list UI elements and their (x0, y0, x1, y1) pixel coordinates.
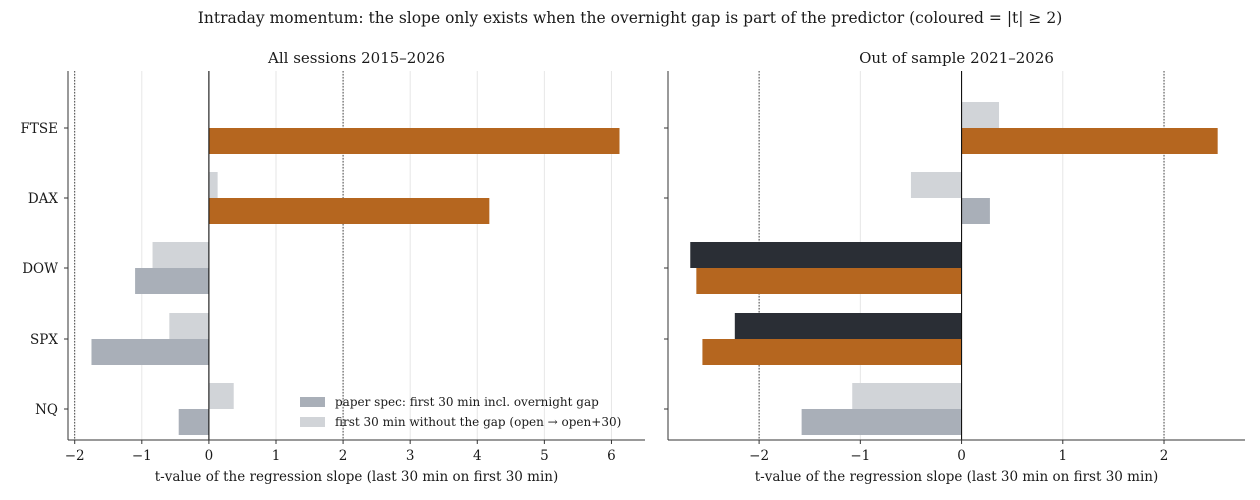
legend-label-0: paper spec: first 30 min incl. overnight… (335, 395, 599, 409)
panel0-xtick-label: 4 (473, 448, 482, 464)
panel0-bar-nq-without-gap (208, 383, 234, 409)
panel1-title: Out of sample 2021–2026 (859, 49, 1054, 67)
panel1-xtick-label: −1 (850, 448, 870, 464)
panel0-xtick-label: −1 (132, 448, 152, 464)
panel0-bar-spx-without-gap (169, 313, 209, 339)
legend-swatch-0 (300, 397, 325, 407)
panel0-bar-dow-without-gap (152, 242, 209, 268)
panel1-bar-nq-paper-spec (801, 409, 962, 435)
panel0-ytick-label-nq: NQ (35, 402, 58, 418)
panel0-xtick-label: 2 (339, 448, 348, 464)
panel0-xtick-label: 3 (406, 448, 415, 464)
panel0-xtick-label: 6 (607, 448, 616, 464)
panel1-xtick-label: 0 (957, 448, 966, 464)
panel1-xtick-label: −2 (749, 448, 769, 464)
panel-all-sessions: FTSE DAX DOW SPX NQ −2 −1 0 1 2 3 4 5 6 All sessions 2… (21, 49, 645, 485)
panel0-xtick-label: −2 (65, 448, 85, 464)
panel0-title: All sessions 2015–2026 (267, 49, 445, 67)
panel1-bar-dax-paper-spec (961, 198, 990, 224)
panel0-ytick-label-spx: SPX (30, 332, 58, 348)
panel1-bar-nq-without-gap (852, 383, 962, 409)
panel0-bar-dax-without-gap (208, 172, 218, 198)
panel0-bar-ftse-paper-spec (208, 128, 620, 154)
panel1-xtick-label: 1 (1058, 448, 1067, 464)
figure-title: Intraday momentum: the slope only exists… (198, 9, 1063, 27)
panel1-xlabel: t-value of the regression slope (last 30… (755, 469, 1159, 485)
panel0-xlabel: t-value of the regression slope (last 30… (155, 469, 559, 485)
panel1-xtick-label: 2 (1160, 448, 1169, 464)
panel0-xtick-label: 0 (205, 448, 214, 464)
legend-label-1: first 30 min without the gap (open → ope… (335, 415, 621, 429)
panel1-bar-ftse-paper-spec (961, 128, 1218, 154)
panel1-bar-spx-without-gap (734, 313, 962, 339)
panel0-ytick-label-dow: DOW (22, 261, 58, 277)
panel0-xtick-label: 5 (540, 448, 549, 464)
panel0-ytick-label-ftse: FTSE (21, 121, 58, 137)
panel0-bar-nq-paper-spec (178, 409, 209, 435)
panel0-xtick-label: 1 (272, 448, 281, 464)
panel0-bar-dax-paper-spec (208, 198, 490, 224)
panel0-ytick-label-dax: DAX (28, 191, 59, 207)
panel1-bar-dax-without-gap (910, 172, 962, 198)
panel1-bar-dow-paper-spec (696, 268, 962, 294)
legend: paper spec: first 30 min incl. overnight… (300, 395, 621, 429)
panel1-bar-dow-without-gap (690, 242, 962, 268)
panel1-bar-spx-paper-spec (702, 339, 962, 365)
panel0-bar-spx-paper-spec (91, 339, 209, 365)
legend-swatch-1 (300, 417, 325, 427)
panel1-bar-ftse-without-gap (961, 102, 1000, 128)
panel-out-of-sample: −2 −1 0 1 2 Out of sample 2021–2026 t-value of… (664, 49, 1245, 485)
panel0-bar-dow-paper-spec (135, 268, 209, 294)
